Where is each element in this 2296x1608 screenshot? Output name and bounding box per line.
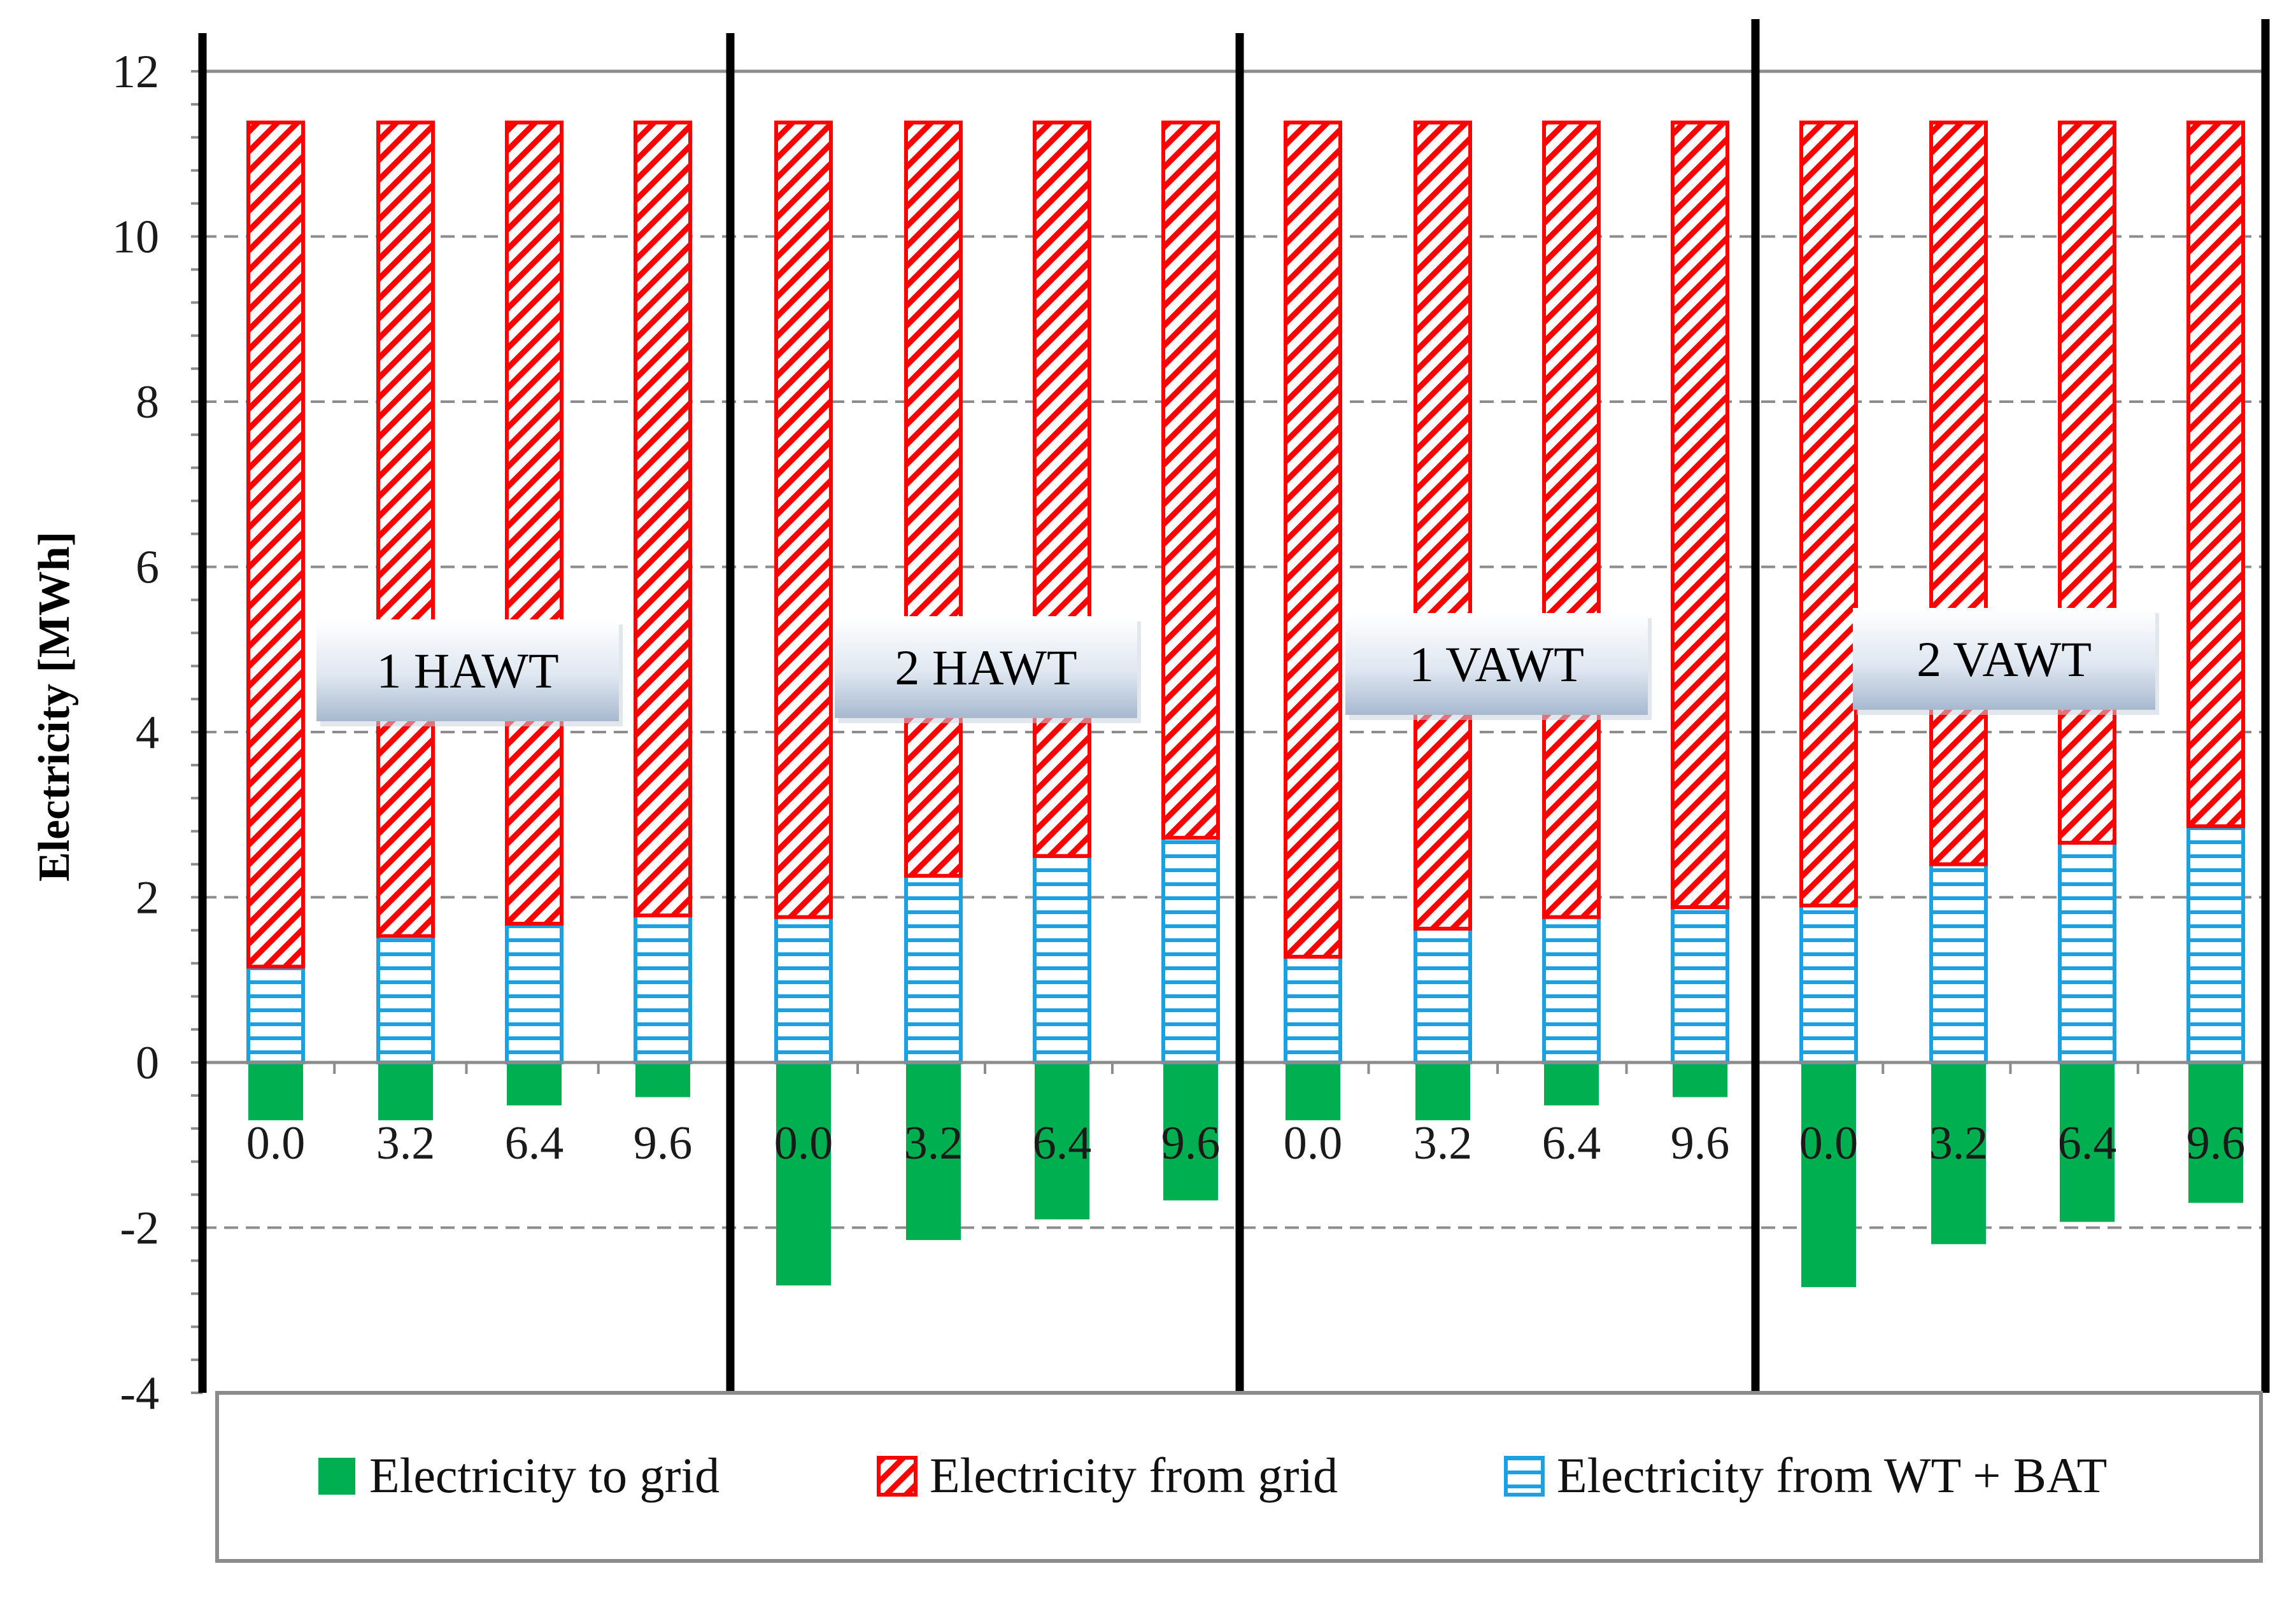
- bar-electricity-from-grid: [2186, 120, 2245, 828]
- y-tick-label: 4: [136, 707, 159, 759]
- bar-electricity-from-wt-bat: [1542, 915, 1601, 1065]
- gridlines: [202, 69, 2267, 1229]
- bar-electricity-from-grid: [1284, 120, 1342, 959]
- bar-electricity-from-wt-bat: [1033, 854, 1091, 1064]
- bar-electricity-from-wt-bat: [904, 873, 963, 1064]
- bar-electricity-to-grid: [1673, 1062, 1727, 1097]
- bar-electricity-from-grid: [505, 120, 563, 926]
- group-label-box: [316, 619, 619, 721]
- bar-electricity-from-wt-bat: [505, 922, 563, 1065]
- bar-electricity-from-grid: [246, 120, 305, 969]
- legend-label: Electricity from WT + BAT: [1557, 1448, 2107, 1503]
- bar-electricity-from-wt-bat: [1414, 926, 1472, 1065]
- bar-electricity-to-grid: [635, 1062, 690, 1097]
- x-tick-label: 9.6: [1671, 1117, 1730, 1169]
- x-tick-label: 6.4: [1542, 1117, 1601, 1169]
- y-tick-label: 10: [112, 211, 159, 264]
- bar-electricity-from-wt-bat: [1799, 903, 1858, 1064]
- legend-box: [215, 1391, 2263, 1563]
- bar-electricity-to-grid: [1544, 1062, 1599, 1106]
- x-tick-label: 3.2: [1414, 1117, 1473, 1169]
- bar-electricity-from-grid: [634, 120, 692, 918]
- bar-electricity-to-grid: [1163, 1062, 1218, 1201]
- bar-electricity-to-grid: [2188, 1062, 2243, 1203]
- group-label: 2 VAWT: [1917, 631, 2092, 687]
- x-tick-label: 3.2: [1929, 1117, 1988, 1169]
- x-axis-tick-labels: 0.0 3.2 6.4 9.6 0.0 3.2 6.4 9.6 0.0 3.2 6.4 9.6 0.0 3…: [246, 1117, 2246, 1169]
- x-tick-label: 3.2: [376, 1117, 436, 1169]
- y-tick-label: 8: [136, 376, 159, 428]
- group-labels: 1 HAWT 2 HAWT 1 VAWT 2 VAWT: [316, 608, 2159, 726]
- bar-electricity-from-wt-bat: [376, 934, 435, 1065]
- bar-electricity-to-grid: [776, 1062, 831, 1286]
- legend-label: Electricity to grid: [369, 1448, 719, 1503]
- legend-label: Electricity from grid: [930, 1448, 1338, 1503]
- bar-electricity-to-grid: [1286, 1062, 1340, 1120]
- y-tick-label: -4: [120, 1367, 159, 1420]
- bar-electricity-to-grid: [507, 1062, 562, 1106]
- bar-electricity-from-wt-bat: [2058, 840, 2116, 1064]
- bar-electricity-from-grid: [904, 120, 963, 878]
- x-tick-label: 3.2: [904, 1117, 963, 1169]
- bar-electricity-from-wt-bat: [1671, 905, 1729, 1064]
- y-tick-label: 0: [136, 1037, 159, 1089]
- x-tick-label: 9.6: [2186, 1117, 2246, 1169]
- bar-electricity-from-grid: [1414, 120, 1472, 931]
- group-label-box: [1853, 608, 2155, 710]
- bars: [246, 120, 2245, 1287]
- y-tick-label: -2: [120, 1202, 159, 1255]
- group-label-box: [835, 616, 1137, 718]
- bar-electricity-from-grid: [1671, 120, 1729, 910]
- bar-electricity-from-wt-bat: [1161, 836, 1220, 1064]
- bar-electricity-to-grid: [378, 1062, 433, 1120]
- bar-electricity-from-grid: [1161, 120, 1220, 840]
- legend-swatch-to-grid: [318, 1458, 355, 1495]
- y-tick-label: 12: [112, 46, 159, 98]
- bar-electricity-from-grid: [774, 120, 833, 919]
- bar-electricity-to-grid: [2060, 1062, 2115, 1222]
- legend-swatch-from-grid: [877, 1456, 918, 1497]
- x-tick-label: 0.0: [774, 1117, 833, 1169]
- group-label: 2 HAWT: [895, 640, 1077, 695]
- legend: Electricity to grid Electricity from grid…: [318, 1448, 2107, 1503]
- bar-electricity-from-wt-bat: [1929, 862, 1988, 1064]
- x-tick-label: 0.0: [1799, 1117, 1859, 1169]
- bar-electricity-from-grid: [1799, 120, 1858, 908]
- legend-swatch-wt-bat: [1504, 1456, 1545, 1497]
- x-tick-label: 9.6: [634, 1117, 693, 1169]
- x-tick-label: 6.4: [505, 1117, 564, 1169]
- bar-electricity-from-wt-bat: [774, 915, 833, 1065]
- group-label-box: [1345, 613, 1648, 715]
- bar-electricity-to-grid: [1801, 1062, 1856, 1287]
- bar-electricity-from-grid: [376, 120, 435, 938]
- x-tick-label: 0.0: [1284, 1117, 1343, 1169]
- bar-electricity-from-grid: [1033, 120, 1091, 858]
- bar-electricity-from-grid: [1542, 120, 1601, 919]
- bar-electricity-from-grid: [2058, 120, 2116, 845]
- bar-electricity-to-grid: [1035, 1062, 1089, 1220]
- bar-electricity-from-grid: [1929, 120, 1988, 866]
- x-tick-label: 6.4: [2058, 1117, 2117, 1169]
- bar-electricity-from-wt-bat: [246, 964, 305, 1064]
- x-tick-label: 0.0: [246, 1117, 306, 1169]
- bar-electricity-from-wt-bat: [634, 913, 692, 1065]
- bar-electricity-to-grid: [1415, 1062, 1470, 1120]
- group-label: 1 VAWT: [1409, 637, 1584, 692]
- bar-electricity-to-grid: [248, 1062, 303, 1120]
- group-dividers: [198, 19, 2270, 1393]
- bar-electricity-to-grid: [906, 1062, 961, 1240]
- bar-electricity-from-wt-bat: [2186, 824, 2245, 1065]
- bar-electricity-from-wt-bat: [1284, 954, 1342, 1065]
- y-tick-label: 2: [136, 872, 159, 924]
- group-label: 1 HAWT: [376, 643, 558, 698]
- x-tick-label: 9.6: [1161, 1117, 1221, 1169]
- x-tick-label: 6.4: [1033, 1117, 1092, 1169]
- y-axis-tick-labels: -4 -2 0 2 4 6 8 10 12: [112, 46, 159, 1420]
- y-tick-label: 6: [136, 542, 159, 594]
- bar-electricity-to-grid: [1931, 1062, 1986, 1245]
- y-axis-title: Electricity [MWh]: [30, 532, 79, 882]
